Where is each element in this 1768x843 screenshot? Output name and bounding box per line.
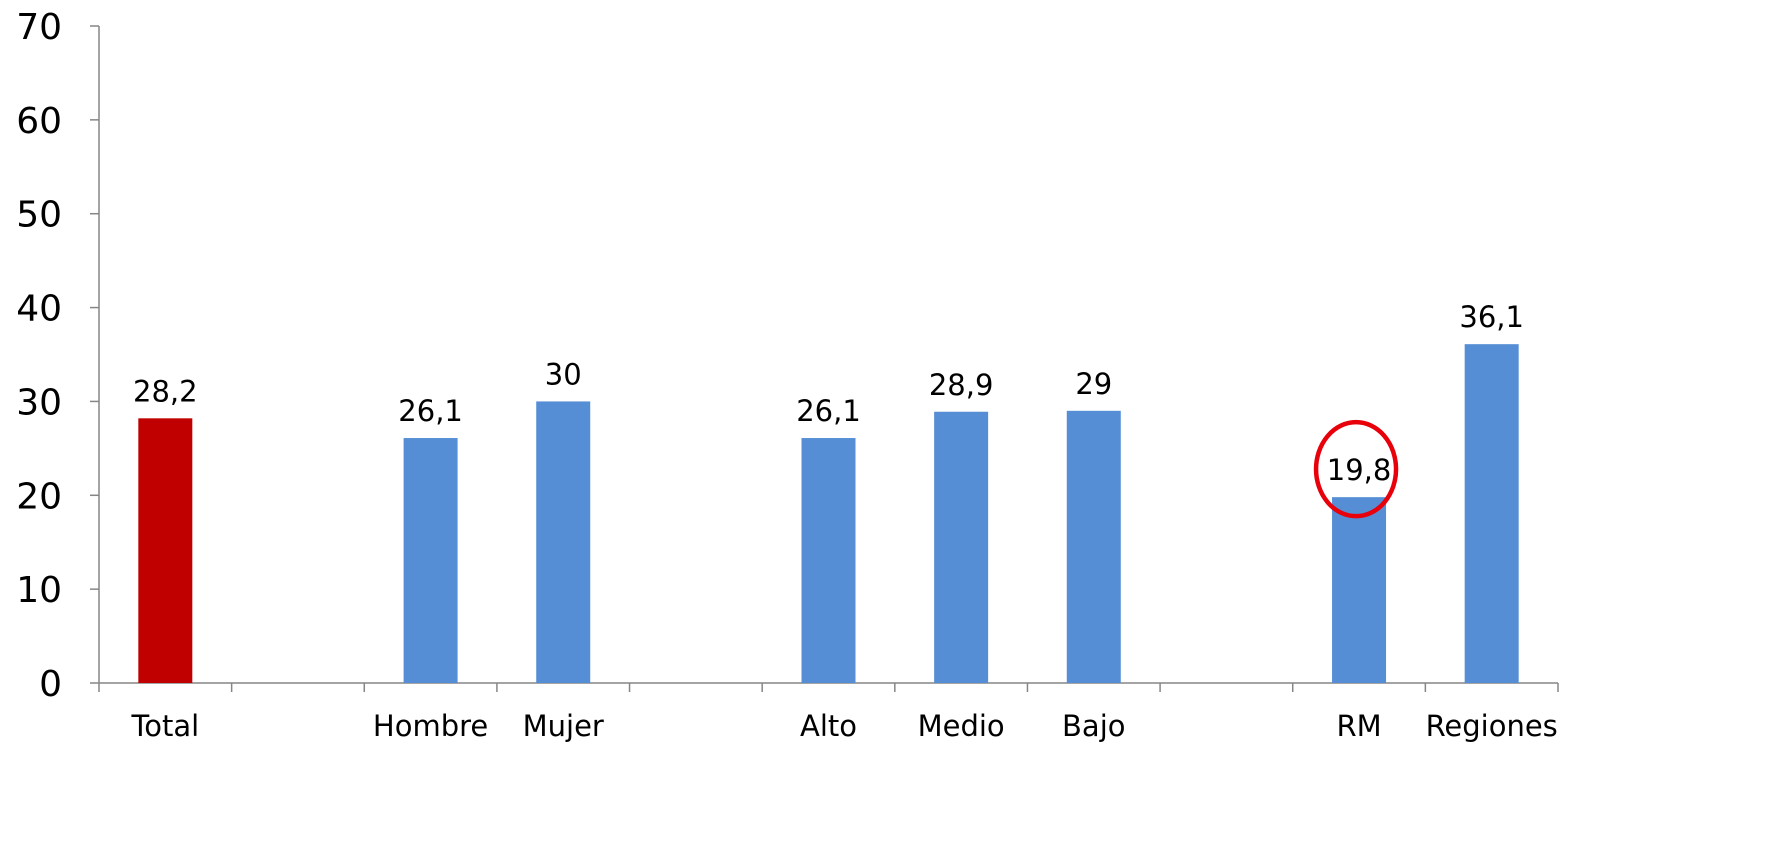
data-label-mujer: 30 [545,357,582,391]
y-tick-label: 10 [16,570,62,611]
data-label-total: 28,2 [133,374,198,408]
y-tick-label: 30 [16,382,62,423]
x-tick-label: Regiones [1426,709,1558,743]
bar-regiones [1464,344,1519,683]
y-tick-label: 60 [16,101,62,142]
highlight-circle [1313,419,1399,519]
bar-hombre [403,438,458,683]
bars [138,344,1519,683]
highlight [1313,419,1399,519]
data-label-regiones: 36,1 [1459,300,1524,334]
x-tick-label: RM [1336,709,1381,743]
data-label-bajo: 29 [1075,367,1112,401]
data-label-rm: 19,8 [1327,453,1392,487]
x-tick-label: Hombre [373,709,488,743]
y-tick-label: 20 [16,476,62,517]
data-label-hombre: 26,1 [398,394,463,428]
y-tick-label: 0 [39,664,62,705]
bar-total [138,418,193,683]
x-tick-label: Total [130,709,199,743]
y-tick-label: 40 [16,289,62,330]
y-axis: 0 10 20 30 40 50 60 70 [16,7,100,705]
data-label-medio: 28,9 [929,368,994,402]
bar-alto [801,438,856,683]
x-tick-label: Mujer [523,709,604,743]
bar-mujer [536,401,591,683]
bar-medio [934,411,989,683]
data-label-alto: 26,1 [796,394,861,428]
x-tick-label: Medio [918,709,1005,743]
bar-bajo [1066,410,1121,683]
x-tick-label: Alto [800,709,857,743]
x-axis: Total Hombre Mujer Alto Medio Bajo RM Regiones [98,682,1559,743]
y-tick-label: 70 [16,7,62,48]
x-tick-label: Bajo [1062,709,1125,743]
y-tick-label: 50 [16,195,62,236]
bar-rm [1332,497,1387,683]
data-labels: 28,2 26,1 30 26,1 28,9 29 19,8 36,1 [133,300,1524,487]
